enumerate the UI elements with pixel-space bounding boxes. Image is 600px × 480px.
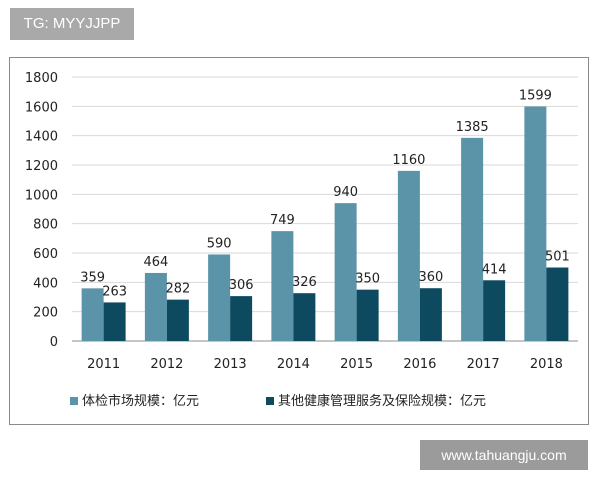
bar-series-1 (144, 272, 167, 341)
data-label-series-1: 359 (80, 270, 105, 285)
x-tick-label: 2014 (277, 357, 310, 372)
watermark-site: www.tahuangju.com (420, 440, 588, 470)
data-label-series-2: 263 (102, 284, 127, 299)
data-label-series-1: 590 (207, 236, 232, 251)
bar-series-2 (356, 289, 379, 341)
y-tick-label: 1000 (25, 188, 58, 203)
watermark-telegram: TG: MYYJJPP (10, 8, 134, 40)
data-label-series-1: 464 (143, 255, 168, 270)
y-tick-label: 400 (33, 276, 58, 291)
bar-series-2 (419, 288, 442, 341)
bar-series-2 (103, 302, 126, 341)
data-label-series-2: 326 (292, 275, 317, 290)
legend-swatch-series-1 (70, 397, 78, 405)
x-tick-label: 2017 (467, 357, 500, 372)
y-tick-label: 200 (33, 306, 58, 321)
y-tick-label: 800 (33, 218, 58, 233)
bar-series-1 (524, 106, 547, 341)
chart-frame (9, 57, 589, 425)
bar-series-1 (81, 288, 104, 341)
y-tick-label: 1800 (25, 71, 58, 86)
data-label-series-2: 306 (229, 278, 254, 293)
bar-series-1 (461, 137, 484, 341)
data-label-series-1: 1160 (392, 153, 425, 168)
y-tick-label: 1200 (25, 159, 58, 174)
bar-series-1 (208, 254, 231, 341)
y-tick-label: 1600 (25, 100, 58, 115)
bar-series-2 (293, 293, 316, 341)
bar-series-1 (397, 170, 420, 341)
data-label-series-2: 282 (165, 282, 190, 297)
bar-series-2 (546, 267, 569, 341)
y-tick-label: 600 (33, 247, 58, 262)
bar-series-2 (166, 299, 189, 341)
data-label-series-1: 940 (333, 185, 358, 200)
x-tick-label: 2016 (403, 357, 436, 372)
legend-label-series-1: 体检市场规模：亿元 (82, 393, 199, 409)
data-label-series-1: 1599 (519, 88, 552, 103)
data-label-series-2: 360 (418, 270, 443, 285)
x-tick-label: 2015 (340, 357, 373, 372)
bar-series-2 (483, 280, 506, 341)
bar-series-2 (230, 296, 253, 341)
data-label-series-2: 350 (355, 272, 380, 287)
bar-series-1 (271, 231, 294, 341)
legend-swatch-series-2 (266, 397, 274, 405)
x-tick-label: 2012 (150, 357, 183, 372)
x-tick-label: 2018 (530, 357, 563, 372)
data-label-series-1: 1385 (456, 120, 489, 135)
y-tick-label: 0 (50, 335, 58, 350)
y-tick-label: 1400 (25, 130, 58, 145)
legend-label-series-2: 其他健康管理服务及保险规模：亿元 (278, 393, 486, 409)
data-label-series-2: 414 (482, 262, 507, 277)
data-label-series-1: 749 (270, 213, 295, 228)
data-label-series-2: 501 (545, 250, 570, 265)
x-tick-label: 2013 (214, 357, 247, 372)
x-tick-label: 2011 (87, 357, 120, 372)
bar-series-1 (334, 203, 357, 341)
